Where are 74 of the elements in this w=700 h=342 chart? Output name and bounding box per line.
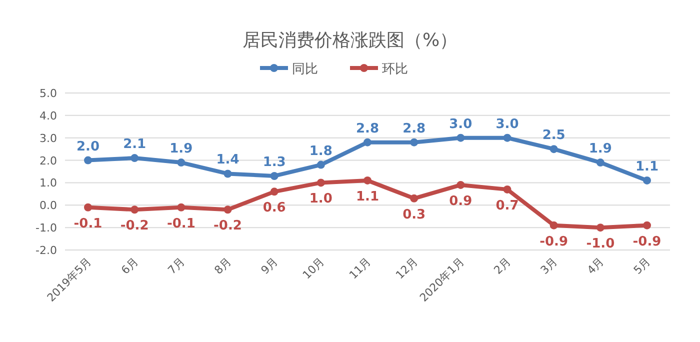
x-tick-label: 10月 [300, 254, 328, 282]
data-label: 2.0 [76, 139, 100, 154]
data-label: 2.8 [402, 121, 426, 136]
point [130, 206, 139, 214]
point [224, 206, 232, 214]
data-label: 1.9 [170, 142, 193, 157]
point [410, 138, 418, 146]
point [316, 160, 325, 169]
y-tick-label: -1.0 [36, 222, 57, 235]
data-label: -0.2 [214, 218, 242, 234]
x-tick-label: 6月 [118, 254, 141, 277]
point [410, 194, 418, 202]
point [84, 203, 92, 212]
data-label: 3.0 [496, 116, 519, 132]
x-tick-label: 4月 [584, 254, 607, 277]
x-tick-label: 5月 [631, 254, 654, 277]
point [596, 224, 604, 232]
point [456, 134, 465, 142]
x-tick-label: 7月 [165, 254, 188, 277]
point [550, 145, 558, 154]
point [503, 185, 512, 194]
point [596, 158, 604, 167]
x-tick-label: 9月 [258, 254, 280, 277]
chart-title: 居民消费价格涨跌图（%） [242, 30, 458, 51]
legend-label: 同比 [292, 62, 318, 77]
point [224, 170, 232, 178]
data-label: 2.8 [356, 121, 380, 136]
point [177, 158, 186, 167]
x-tick-label: 8月 [212, 254, 234, 277]
point [270, 188, 278, 196]
point [456, 180, 465, 189]
y-tick-label: 3.0 [40, 132, 57, 145]
y-tick-label: 2.0 [40, 154, 57, 168]
data-label: -0.9 [540, 234, 568, 250]
data-label: 0.3 [402, 207, 426, 222]
data-label: -0.2 [120, 218, 149, 234]
data-label: -0.1 [74, 216, 102, 232]
point [270, 172, 278, 180]
data-label: 2.5 [542, 128, 566, 144]
data-label: 0.6 [262, 200, 286, 216]
data-label: 1.1 [356, 189, 380, 204]
y-tick-label: -2.0 [36, 244, 57, 257]
legend-label: 环比 [382, 62, 408, 77]
point [364, 138, 372, 146]
y-tick-label: 4.0 [40, 109, 57, 122]
x-tick-label: 12月 [393, 254, 420, 282]
point [503, 134, 512, 142]
point [643, 221, 651, 230]
data-label: 1.4 [216, 152, 240, 168]
point [643, 176, 651, 184]
x-tick-label: 11月 [346, 254, 374, 282]
x-tick-label: 2月 [491, 254, 514, 277]
data-label: 1.0 [309, 192, 332, 207]
data-label: 0.7 [496, 198, 519, 214]
x-tick-label: 3月 [538, 254, 560, 277]
data-label: 1.9 [588, 142, 612, 157]
data-label: 1.3 [262, 154, 286, 170]
data-label: 0.9 [449, 194, 472, 209]
data-label: -0.9 [632, 234, 662, 250]
y-tick-label: 1.0 [40, 176, 57, 190]
point [364, 176, 372, 184]
point [84, 156, 92, 164]
point [550, 221, 558, 230]
data-label: 1.1 [635, 159, 659, 174]
data-label: 3.0 [449, 116, 472, 132]
y-tick-label: 0.0 [40, 199, 57, 212]
data-label: -0.1 [166, 216, 196, 232]
point [316, 178, 325, 187]
data-label: -1.0 [586, 236, 615, 252]
point [177, 203, 186, 212]
data-label: 2.1 [123, 137, 146, 152]
y-tick-label: 5.0 [40, 87, 57, 100]
data-label: 1.8 [309, 144, 332, 159]
point [130, 154, 139, 162]
